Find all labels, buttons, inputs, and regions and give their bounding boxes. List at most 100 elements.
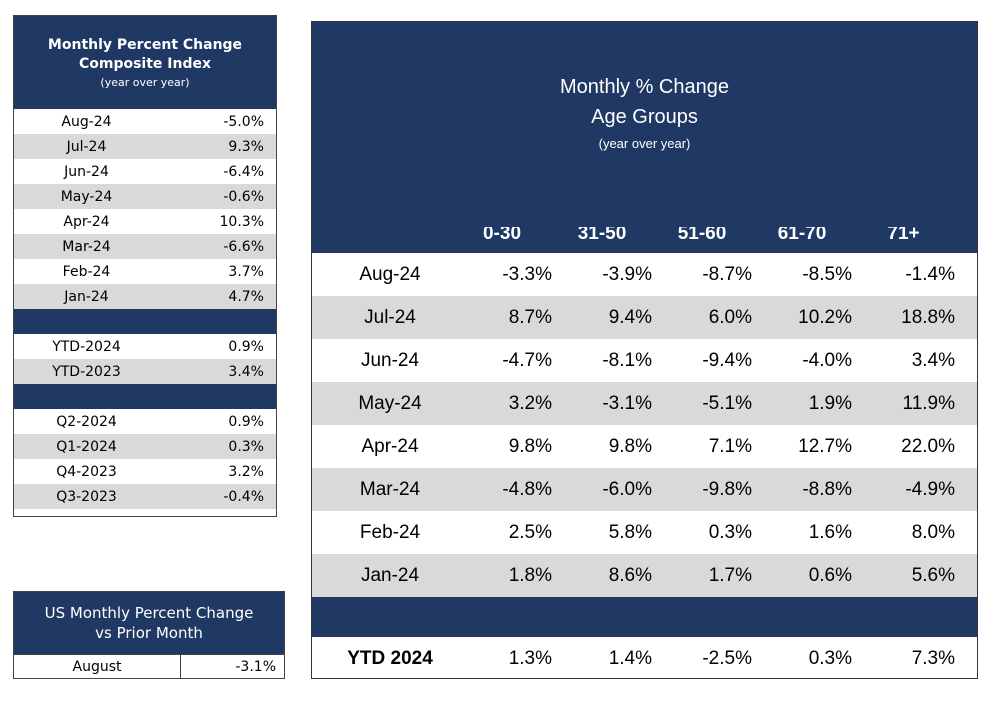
table-row: Jan-24 4.7% [14, 284, 276, 309]
row-value: 4.7% [228, 288, 264, 305]
row-value: 0.6% [808, 564, 852, 586]
row-label: Jul-24 [364, 306, 416, 328]
row-value: 3.7% [228, 263, 264, 280]
table-row: Jul-24 8.7% 9.4% 6.0% 10.2% 18.8% [312, 296, 977, 339]
row-value: 18.8% [901, 306, 955, 328]
row-label: Jun-24 [64, 163, 109, 180]
composite-index-table: Monthly Percent Change Composite Index (… [13, 15, 277, 517]
row-label: YTD-2024 [52, 338, 121, 355]
table-row: Jul-24 9.3% [14, 134, 276, 159]
row-value: -8.8% [802, 478, 852, 500]
row-value: 8.6% [608, 564, 652, 586]
row-value: -6.6% [223, 238, 264, 255]
table-row: YTD-2024 0.9% [14, 334, 276, 359]
ytd-label: YTD 2024 [347, 647, 433, 669]
row-value: 0.3% [228, 438, 264, 455]
table-row: Jan-24 1.8% 8.6% 1.7% 0.6% 5.6% [312, 554, 977, 597]
row-value: -9.4% [702, 349, 752, 371]
composite-quarter-rows: Q2-2024 0.9% Q1-2024 0.3% Q4-2023 3.2% Q3-2023… [14, 409, 276, 509]
row-label: May-24 [358, 392, 422, 414]
column-header: 51-60 [677, 223, 727, 244]
row-label: Mar-24 [62, 238, 111, 255]
composite-ytd-rows: YTD-2024 0.9% YTD-2023 3.4% [14, 334, 276, 384]
row-value: -1.4% [905, 263, 955, 285]
row-value: -9.8% [702, 478, 752, 500]
composite-separator [14, 309, 276, 334]
table-row: August -3.1% [14, 654, 284, 679]
row-label: Jul-24 [66, 138, 107, 155]
row-label: Aug-24 [359, 263, 421, 285]
us-monthly-header: US Monthly Percent Change vs Prior Month [14, 592, 284, 654]
row-label: Feb-24 [359, 521, 421, 543]
table-row: Q3-2023 -0.4% [14, 484, 276, 509]
row-value: 5.6% [911, 564, 955, 586]
row-value: -3.1% [602, 392, 652, 414]
row-value: 11.9% [902, 392, 955, 414]
us-monthly-title-line1: US Monthly Percent Change [44, 604, 254, 622]
us-monthly-title-line2: vs Prior Month [95, 624, 203, 642]
row-value: -8.1% [602, 349, 652, 371]
us-monthly-value: -3.1% [235, 659, 276, 675]
row-value: 1.9% [808, 392, 852, 414]
row-value: -8.5% [802, 263, 852, 285]
age-groups-separator [312, 597, 977, 637]
ytd-value: 1.3% [508, 647, 552, 669]
row-label: Q4-2023 [56, 463, 117, 480]
column-header: 61-70 [777, 223, 827, 244]
table-row: Feb-24 3.7% [14, 259, 276, 284]
table-row: Apr-24 10.3% [14, 209, 276, 234]
age-groups-month-rows: Aug-24 -3.3% -3.9% -8.7% -8.5% -1.4% Jul-24 8.7… [312, 253, 977, 597]
column-header: 31-50 [577, 223, 627, 244]
row-value: 8.0% [911, 521, 955, 543]
row-label: May-24 [60, 188, 113, 205]
row-value: 9.8% [508, 435, 552, 457]
row-value: -5.0% [223, 113, 264, 130]
row-value: 5.8% [608, 521, 652, 543]
row-label: Jun-24 [360, 349, 420, 371]
row-value: -0.4% [223, 488, 264, 505]
row-value: -3.3% [502, 263, 552, 285]
row-value: 3.4% [911, 349, 955, 371]
row-value: 1.7% [708, 564, 752, 586]
table-row: Mar-24 -6.6% [14, 234, 276, 259]
composite-subtitle: (year over year) [100, 75, 190, 89]
row-label: Q2-2024 [56, 413, 117, 430]
row-value: 0.9% [228, 413, 264, 430]
table-row: Q2-2024 0.9% [14, 409, 276, 434]
row-value: -8.7% [702, 263, 752, 285]
age-groups-subtitle: (year over year) [598, 136, 691, 151]
composite-header: Monthly Percent Change Composite Index (… [14, 16, 276, 109]
table-row: Aug-24 -3.3% -3.9% -8.7% -8.5% -1.4% [312, 253, 977, 296]
row-value: -3.9% [602, 263, 652, 285]
table-row: Aug-24 -5.0% [14, 109, 276, 134]
row-label: Mar-24 [359, 478, 421, 500]
table-row: Jun-24 -4.7% -8.1% -9.4% -4.0% 3.4% [312, 339, 977, 382]
composite-month-rows: Aug-24 -5.0% Jul-24 9.3% Jun-24 -6.4% May-24 -0… [14, 109, 276, 309]
row-value: 7.1% [708, 435, 752, 457]
row-value: 12.7% [798, 435, 852, 457]
ytd-value: 7.3% [911, 647, 955, 669]
row-value: -4.7% [502, 349, 552, 371]
row-value: 9.4% [608, 306, 652, 328]
row-value: 0.3% [708, 521, 752, 543]
row-value: 3.2% [508, 392, 552, 414]
table-row: Q1-2024 0.3% [14, 434, 276, 459]
row-label: Feb-24 [62, 263, 111, 280]
row-label: Aug-24 [61, 113, 112, 130]
ytd-value: 1.4% [608, 647, 652, 669]
us-monthly-label: August [14, 655, 181, 679]
row-value: 2.5% [508, 521, 552, 543]
table-row: Jun-24 -6.4% [14, 159, 276, 184]
age-groups-header: Monthly % Change Age Groups (year over y… [312, 22, 977, 227]
age-groups-title-line2: Age Groups [591, 106, 698, 128]
table-row: Apr-24 9.8% 9.8% 7.1% 12.7% 22.0% [312, 425, 977, 468]
column-header: 71+ [887, 223, 920, 244]
table-row: Q4-2023 3.2% [14, 459, 276, 484]
row-label: Q3-2023 [56, 488, 117, 505]
row-label: Jan-24 [64, 288, 109, 305]
age-groups-ytd-row: YTD 2024 1.3% 1.4% -2.5% 0.3% 7.3% [312, 637, 977, 680]
composite-title-line1: Monthly Percent Change [47, 36, 243, 53]
table-row: YTD-2023 3.4% [14, 359, 276, 384]
table-row: May-24 3.2% -3.1% -5.1% 1.9% 11.9% [312, 382, 977, 425]
row-value: 6.0% [708, 306, 752, 328]
